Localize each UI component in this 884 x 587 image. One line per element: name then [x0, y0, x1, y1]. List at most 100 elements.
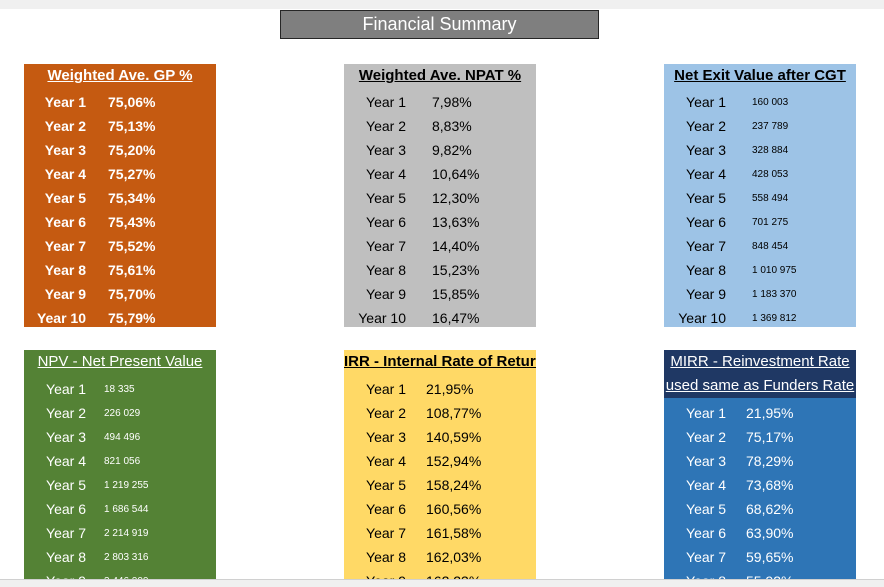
table-row: Year 8 75,61%: [24, 258, 216, 282]
row-year-label: Year 7: [686, 549, 726, 565]
row-value: 15,23%: [432, 262, 480, 278]
row-year-label: Year 3: [686, 453, 726, 469]
table-row: Year 9 15,85%: [344, 282, 536, 306]
row-value: 1 219 255: [104, 480, 149, 491]
row-year-label: Year 5: [44, 190, 86, 206]
row-value: 9,82%: [432, 142, 472, 158]
page-title: Financial Summary: [280, 10, 599, 39]
row-year-label: Year 5: [686, 501, 726, 517]
table-row: Year 5 158,24%: [344, 473, 536, 497]
table-row: Year 8 162,03%: [344, 545, 536, 569]
table-row: Year 2 75,13%: [24, 114, 216, 138]
table-row: Year 3 140,59%: [344, 425, 536, 449]
row-year-label: Year 8: [46, 549, 86, 565]
table-row: Year 4 75,27%: [24, 162, 216, 186]
row-year-label: Year 6: [46, 501, 86, 517]
table-row: Year 9 1 183 370: [664, 282, 856, 306]
table-row: Year 10 1 369 812: [664, 306, 856, 327]
row-year-label: Year 5: [46, 477, 86, 493]
row-value: 15,85%: [432, 286, 480, 302]
row-year-label: Year 6: [686, 525, 726, 541]
row-year-label: Year 1: [46, 381, 86, 397]
table-row: Year 7 848 454: [664, 234, 856, 258]
row-value: 226 029: [104, 408, 141, 419]
table-row: Year 2 108,77%: [344, 401, 536, 425]
row-year-label: Year 1: [366, 94, 406, 110]
row-value: 558 494: [752, 193, 789, 204]
row-value: 78,29%: [746, 453, 794, 469]
row-year-label: Year 3: [46, 429, 86, 445]
table-row: Year 7 75,52%: [24, 234, 216, 258]
table-row: Year 6 75,43%: [24, 210, 216, 234]
row-value: 2 803 316: [104, 552, 149, 563]
row-value: 75,43%: [108, 214, 156, 230]
row-year-label: Year 2: [44, 118, 86, 134]
table-row: Year 2 226 029: [24, 401, 216, 425]
row-value: 18 335: [104, 384, 135, 395]
table-row: Year 3 9,82%: [344, 138, 536, 162]
table-row: Year 1 21,95%: [344, 377, 536, 401]
panel-irr: IRR - Internal Rate of Return Year 1 21,9…: [344, 350, 536, 587]
row-value: 59,65%: [746, 549, 794, 565]
row-value: 1 369 812: [752, 313, 797, 324]
row-year-label: Year 6: [686, 214, 726, 230]
panel-heading: IRR - Internal Rate of Return: [344, 353, 536, 370]
row-year-label: Year 3: [44, 142, 86, 158]
row-year-label: Year 2: [46, 405, 86, 421]
row-value: 13,63%: [432, 214, 480, 230]
row-year-label: Year 4: [686, 477, 726, 493]
table-row: Year 1 21,95%: [664, 401, 856, 425]
table-row: Year 10 16,47%: [344, 306, 536, 327]
table-row: Year 3 78,29%: [664, 449, 856, 473]
panel-heading-line1: MIRR - Reinvestment Rate: [670, 353, 850, 370]
table-row: Year 2 75,17%: [664, 425, 856, 449]
row-year-label: Year 3: [366, 429, 406, 445]
top-gridline-strip: [0, 0, 884, 9]
row-year-label: Year 9: [44, 286, 86, 302]
table-row: Year 5 12,30%: [344, 186, 536, 210]
table-row: Year 4 152,94%: [344, 449, 536, 473]
table-row: Year 2 8,83%: [344, 114, 536, 138]
row-value: 63,90%: [746, 525, 794, 541]
row-value: 237 789: [752, 121, 789, 132]
row-value: 701 275: [752, 217, 789, 228]
row-value: 75,70%: [108, 286, 156, 302]
table-row: Year 4 73,68%: [664, 473, 856, 497]
row-year-label: Year 1: [366, 381, 406, 397]
row-year-label: Year 4: [366, 453, 406, 469]
panel-weighted-gp: Weighted Ave. GP % Year 1 75,06% Year 2 75,…: [24, 64, 216, 327]
row-year-label: Year 9: [686, 286, 726, 302]
row-year-label: Year 7: [366, 238, 406, 254]
table-row: Year 10 75,79%: [24, 306, 216, 327]
row-year-label: Year 4: [44, 166, 86, 182]
row-year-label: Year 5: [366, 477, 406, 493]
row-value: 161,58%: [426, 525, 482, 541]
row-year-label: Year 2: [366, 405, 406, 421]
row-year-label: Year 7: [46, 525, 86, 541]
row-value: 75,61%: [108, 262, 156, 278]
table-row: Year 6 13,63%: [344, 210, 536, 234]
table-row: Year 1 7,98%: [344, 90, 536, 114]
panel-net-exit-value: Net Exit Value after CGT Year 1 160 003 Ye…: [664, 64, 856, 327]
row-year-label: Year 10: [678, 310, 726, 326]
row-year-label: Year 7: [686, 238, 726, 254]
table-row: Year 6 701 275: [664, 210, 856, 234]
row-value: 16,47%: [432, 310, 480, 326]
panel-heading-line2: used same as Funders Rate: [665, 377, 855, 394]
row-year-label: Year 6: [366, 214, 406, 230]
panel-weighted-npat: Weighted Ave. NPAT % Year 1 7,98% Year 2 8,…: [344, 64, 536, 327]
bottom-scroll-strip: [0, 579, 884, 587]
row-value: 10,64%: [432, 166, 480, 182]
row-year-label: Year 4: [46, 453, 86, 469]
row-value: 75,34%: [108, 190, 156, 206]
table-row: Year 5 558 494: [664, 186, 856, 210]
table-row: Year 9 75,70%: [24, 282, 216, 306]
row-year-label: Year 3: [366, 142, 406, 158]
row-year-label: Year 8: [366, 262, 406, 278]
row-value: 8,83%: [432, 118, 472, 134]
table-row: Year 4 10,64%: [344, 162, 536, 186]
table-row: Year 7 14,40%: [344, 234, 536, 258]
table-row: Year 4 821 056: [24, 449, 216, 473]
row-year-label: Year 4: [366, 166, 406, 182]
panel-heading: Weighted Ave. GP %: [47, 67, 193, 84]
